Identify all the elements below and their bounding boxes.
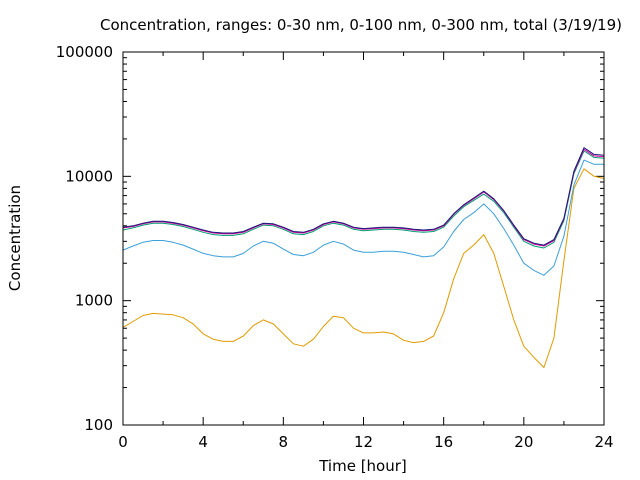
series-line-5 (122, 147, 605, 246)
axis-ticks: 0 4 8 12 16 20 24 100 1000 10000 100000 (56, 43, 614, 451)
x-tick-label: 0 (118, 433, 128, 451)
x-axis-label: Time [hour] (318, 457, 407, 475)
series-line-2 (122, 159, 604, 276)
series-line-1 (122, 168, 605, 368)
series-layer (122, 147, 605, 368)
x-tick-label: 16 (434, 433, 453, 451)
y-axis-label: Concentration (6, 185, 24, 291)
series-line-4 (122, 148, 605, 247)
y-tick-label: 100 (84, 416, 113, 434)
series-line-3 (122, 150, 605, 249)
x-tick-label: 4 (198, 433, 208, 451)
y-tick-label: 100000 (56, 43, 113, 61)
x-tick-label: 20 (514, 433, 533, 451)
x-tick-label: 8 (279, 433, 289, 451)
chart-title: Concentration, ranges: 0-30 nm, 0-100 nm… (100, 16, 622, 34)
x-tick-label: 24 (594, 433, 613, 451)
y-tick-label: 1000 (75, 292, 113, 310)
x-tick-label: 12 (354, 433, 373, 451)
y-tick-label: 10000 (65, 167, 113, 185)
plot-frame (122, 51, 605, 426)
